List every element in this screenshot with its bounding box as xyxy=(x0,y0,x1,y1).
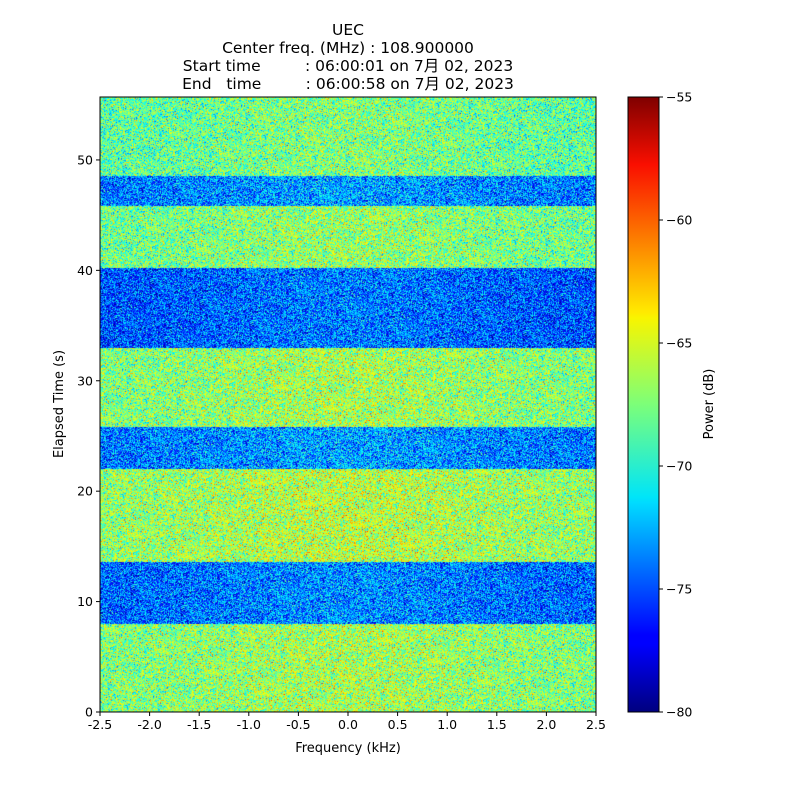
x-tick-label: 1.0 xyxy=(437,717,457,732)
x-tick-label: 0.5 xyxy=(388,717,408,732)
chart-title-line-3: Start time : 06:00:01 on 7月 02, 2023 xyxy=(182,57,514,75)
y-axis-label: Elapsed Time (s) xyxy=(52,350,67,458)
chart-title-line-2: Center freq. (MHz) : 108.900000 xyxy=(222,39,474,57)
x-tick-label: 2.5 xyxy=(586,717,606,732)
x-tick-label: 0.0 xyxy=(338,717,358,732)
x-tick-label: -1.0 xyxy=(237,717,261,732)
y-tick-label: 0 xyxy=(85,705,93,720)
y-tick-label: 10 xyxy=(77,594,93,609)
x-tick-label: -1.5 xyxy=(187,717,211,732)
colorbar-tick-label: −60 xyxy=(666,213,692,228)
x-tick-label: -0.5 xyxy=(286,717,310,732)
colorbar-tick-label: −65 xyxy=(666,336,692,351)
chart-title-line-4: End time : 06:00:58 on 7月 02, 2023 xyxy=(182,75,514,93)
x-tick-label: -2.0 xyxy=(137,717,161,732)
colorbar-tick-label: −70 xyxy=(666,459,692,474)
colorbar-tick-label: −80 xyxy=(666,705,692,720)
heatmap-image xyxy=(100,97,596,712)
colorbar-tick-label: −55 xyxy=(666,90,692,105)
x-axis-label: Frequency (kHz) xyxy=(295,741,401,756)
colorbar-axis: −80 −75 −70 −65 −60 −55 xyxy=(659,90,692,720)
colorbar-tick-label: −75 xyxy=(666,582,692,597)
colorbar xyxy=(627,96,660,713)
colorbar-label: Power (dB) xyxy=(702,369,717,440)
y-axis: 0 10 20 30 40 50 xyxy=(77,152,100,720)
y-tick-label: 30 xyxy=(77,373,93,388)
y-tick-label: 50 xyxy=(77,152,93,167)
x-tick-label: -2.5 xyxy=(88,717,112,732)
y-tick-label: 40 xyxy=(77,263,93,278)
x-tick-label: 1.5 xyxy=(487,717,507,732)
x-axis: -2.5 -2.0 -1.5 -1.0 -0.5 0.0 0.5 1.0 1.5 2.0 2.5 xyxy=(88,712,606,732)
x-tick-label: 2.0 xyxy=(536,717,556,732)
chart-title-line-1: UEC xyxy=(332,21,364,39)
y-tick-label: 20 xyxy=(77,484,93,499)
